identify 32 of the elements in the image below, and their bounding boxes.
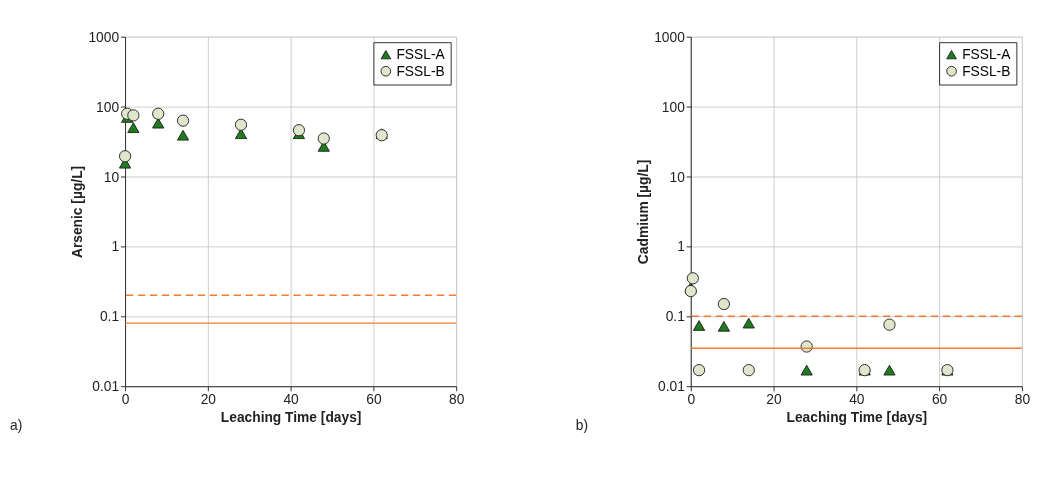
- x-axis-title: Leaching Time [days]: [220, 409, 362, 425]
- y-tick-label: 1: [677, 239, 685, 255]
- y-tick-label: 10: [669, 169, 686, 185]
- x-axis-title: Leaching Time [days]: [786, 409, 928, 425]
- y-tick-label: 0.1: [665, 309, 685, 325]
- x-tick-label: 80: [1014, 392, 1031, 408]
- x-tick-label: 20: [200, 392, 217, 408]
- x-tick-label: 80: [449, 392, 465, 408]
- y-tick-label: 1: [111, 239, 120, 255]
- text: b): [575, 418, 589, 434]
- x-tick-label: 0: [121, 392, 130, 408]
- y-tick-label: 1000: [88, 29, 120, 45]
- y-axis-title: Cadmium [µg/L]: [635, 159, 651, 265]
- x-tick-label: 0: [687, 392, 696, 408]
- legend-label: FSSL-B: [396, 63, 445, 79]
- x-tick-label: 60: [931, 392, 948, 408]
- legend-label: FSSL-A: [962, 47, 1012, 63]
- y-axis-title: Arsenic [µg/L]: [69, 165, 85, 259]
- y-tick-label: 10: [103, 169, 120, 185]
- y-tick-label: 100: [96, 99, 120, 115]
- y-tick-label: 100: [661, 99, 686, 115]
- y-tick-label: 0.01: [92, 379, 120, 395]
- x-tick-label: 40: [849, 392, 865, 408]
- legend-label: FSSL-B: [962, 63, 1011, 79]
- x-tick-label: 40: [283, 392, 300, 408]
- legend-label: FSSL-A: [396, 47, 446, 63]
- x-tick-label: 60: [366, 392, 382, 408]
- x-tick-label: 20: [766, 392, 783, 408]
- y-tick-label: 0.1: [99, 309, 120, 325]
- y-tick-label: 1000: [654, 29, 686, 45]
- text: a): [10, 418, 23, 434]
- y-tick-label: 0.01: [657, 379, 685, 395]
